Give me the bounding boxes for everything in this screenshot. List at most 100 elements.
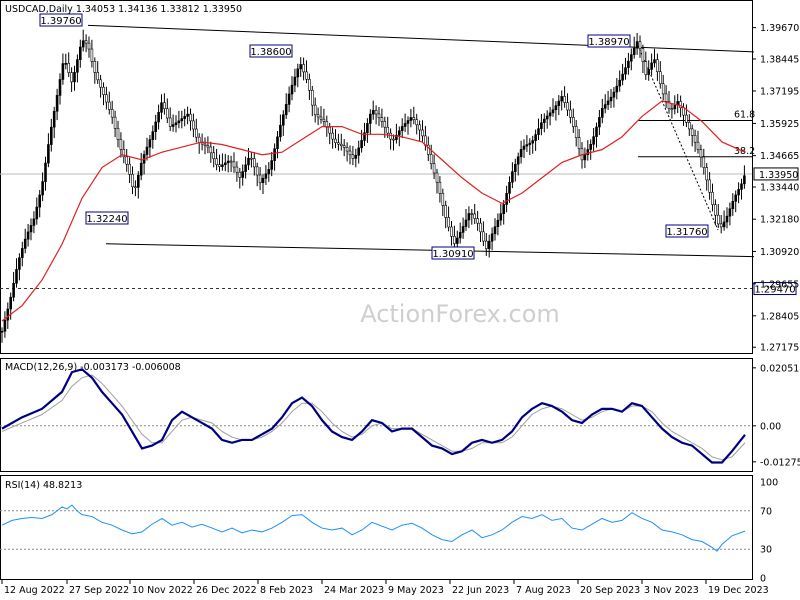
candle-body <box>679 101 682 108</box>
candle-body <box>313 104 317 116</box>
candle-body <box>429 154 433 165</box>
candle-body <box>476 218 479 224</box>
candle-body <box>696 141 700 150</box>
candle-body <box>644 61 648 75</box>
candle-body <box>377 113 381 118</box>
candle-body <box>212 152 215 160</box>
candle-body <box>79 46 82 60</box>
candle-body <box>20 248 24 259</box>
candle-body <box>73 71 76 83</box>
candle-body <box>247 157 250 166</box>
price-label-box <box>587 34 631 48</box>
candle-body <box>647 69 651 75</box>
candle-body <box>302 64 305 73</box>
candle-body <box>467 213 471 221</box>
candle-body <box>569 109 572 118</box>
macd-y-axis: 0.020518 0.00 -0.012755 <box>752 363 800 468</box>
candle-body <box>357 147 361 156</box>
candle-body <box>563 96 566 103</box>
price-label-box <box>753 282 797 296</box>
candle-body <box>629 54 633 62</box>
candle-body <box>418 124 421 131</box>
candle-body <box>363 132 366 141</box>
candle-body <box>32 218 36 226</box>
candle-body <box>583 154 587 161</box>
candle-body <box>426 144 430 155</box>
candle-body <box>296 68 300 78</box>
candle-body <box>328 126 332 134</box>
candle-body <box>226 160 230 164</box>
candle-body <box>589 143 593 150</box>
candle-body <box>441 193 445 206</box>
candle-body <box>615 85 619 93</box>
price-label-text: 1.38970 <box>588 37 629 48</box>
x-tick-label: 8 Feb 2023 <box>260 585 313 596</box>
candle-body <box>618 79 622 87</box>
price-label-box <box>431 246 475 260</box>
candle-body <box>221 164 224 167</box>
candle-body <box>592 136 595 145</box>
candle-body <box>38 194 42 208</box>
candle-body <box>632 47 636 55</box>
candle-body <box>484 240 488 249</box>
candle-body <box>560 96 564 102</box>
candle-body <box>174 122 178 125</box>
candle-body <box>145 146 149 155</box>
candle-body <box>108 101 111 110</box>
candle-body <box>641 48 645 62</box>
candle-body <box>171 124 175 127</box>
candle-body <box>656 59 659 72</box>
candle-body <box>183 116 186 119</box>
candle-body <box>516 156 520 165</box>
candle-body <box>67 63 70 73</box>
price-label-text: 1.30910 <box>432 249 473 260</box>
candle-body <box>113 116 117 129</box>
price-label-box <box>85 211 129 225</box>
price-label-text: 1.29470 <box>754 285 795 296</box>
candle-body <box>279 124 282 138</box>
candle-body <box>374 109 378 115</box>
candle-body <box>386 126 390 134</box>
candle-body <box>122 149 126 158</box>
candle-body <box>351 154 355 159</box>
candle-body <box>528 142 532 145</box>
candle-body <box>76 59 79 73</box>
candle-body <box>571 117 575 127</box>
macd-title: MACD(12,26,9) -0.003173 -0.006008 <box>5 362 181 373</box>
candle-body <box>61 63 65 80</box>
candle-body <box>392 138 395 141</box>
candle-body <box>624 67 627 75</box>
x-tick-label: 24 Mar 2023 <box>324 585 384 596</box>
candle-body <box>673 104 677 110</box>
candle-body <box>716 214 720 225</box>
x-tick-label: 12 Aug 2022 <box>4 585 65 596</box>
macd-signal-line <box>1 374 746 461</box>
candle-body <box>470 213 474 215</box>
candle-body <box>603 104 607 109</box>
candle-body <box>406 120 410 124</box>
price-label-box <box>249 44 293 58</box>
candle-body <box>55 95 59 112</box>
rsi-tick-label: 100 <box>760 478 778 489</box>
price-annotations: 1.39760 1.38600 1.38970 1.32240 1.30910 1.317… <box>39 13 799 296</box>
macd-tick-label: -0.012755 <box>760 457 800 468</box>
price-tick-label: 1.37195 <box>760 86 799 97</box>
candle-body <box>273 148 276 161</box>
candle-body <box>453 235 456 244</box>
candle-body <box>682 107 685 116</box>
candle-body <box>360 140 363 149</box>
candle-body <box>447 217 450 228</box>
candle-body <box>84 40 88 44</box>
candle-body <box>473 213 477 219</box>
price-candles <box>0 29 746 343</box>
candle-body <box>653 59 656 64</box>
candle-body <box>235 166 239 173</box>
price-tick-label: 1.35925 <box>760 119 799 130</box>
fib-level-label: 61.8 <box>734 109 755 120</box>
candle-body <box>667 100 671 110</box>
price-label-text: 1.39760 <box>40 16 81 27</box>
candle-body <box>479 222 482 233</box>
candle-body <box>310 89 314 106</box>
rsi-y-axis: 100 70 30 0 <box>760 478 778 585</box>
